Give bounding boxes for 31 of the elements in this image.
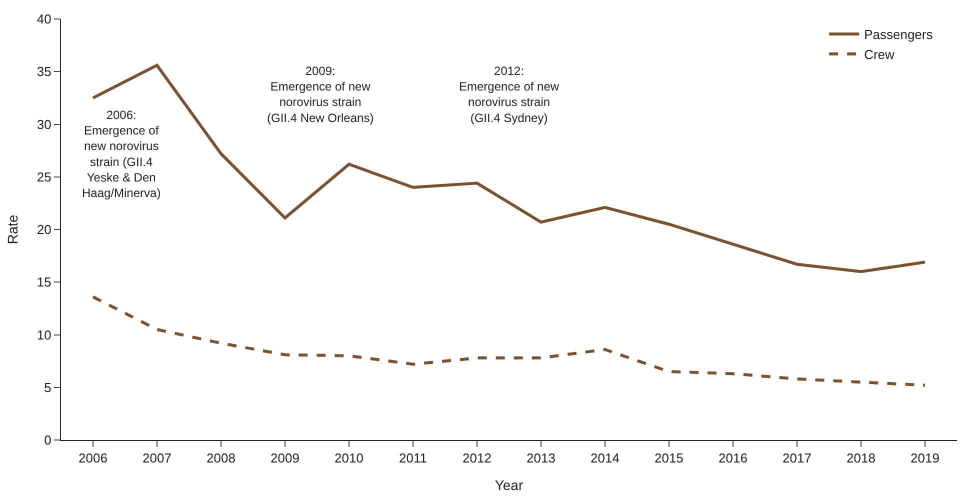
x-tick-label: 2010 bbox=[334, 450, 364, 466]
y-tick-label: 30 bbox=[36, 116, 52, 132]
x-tick-label: 2016 bbox=[718, 450, 748, 466]
y-tick-label: 25 bbox=[36, 169, 52, 184]
y-tick-label: 40 bbox=[36, 12, 52, 27]
line-series bbox=[92, 295, 926, 387]
x-tick-label: 2007 bbox=[142, 450, 172, 466]
y-axis-title: Rate bbox=[4, 214, 21, 244]
annotation: 2009: Emergence of new norovirus strain (GII.4 New Orleans) bbox=[267, 64, 374, 125]
x-tick-label: 2015 bbox=[654, 450, 684, 466]
x-tick-label: 2008 bbox=[206, 450, 236, 466]
x-tick-label: 2011 bbox=[399, 450, 427, 466]
x-tick-label: 2006 bbox=[78, 450, 108, 466]
x-tick-label: 2017 bbox=[782, 450, 812, 466]
y-tick-label: 20 bbox=[36, 222, 52, 238]
legend-label: Passengers bbox=[864, 27, 934, 42]
x-tick-label: 2013 bbox=[526, 450, 556, 466]
y-tick-label: 35 bbox=[36, 64, 52, 80]
x-tick-label: 2012 bbox=[462, 450, 492, 466]
annotation: 2006: Emergence of new norovirus strain (GII.4 Yeske & Den Haag/Minerva) bbox=[82, 108, 161, 200]
y-tick-label: 0 bbox=[44, 432, 52, 448]
legend-label: Crew bbox=[864, 46, 896, 62]
y-tick-label: 15 bbox=[36, 274, 52, 290]
y-tick-label: 10 bbox=[36, 327, 52, 342]
x-tick-label: 2019 bbox=[910, 450, 940, 466]
x-tick-label: 2009 bbox=[270, 450, 300, 466]
annotation: 2012: Emergence of new norovirus strain (GII.4 Sydney) bbox=[459, 64, 560, 125]
x-tick-label: 2014 bbox=[590, 450, 620, 466]
y-tick-label: 5 bbox=[44, 380, 52, 395]
x-tick-label: 2018 bbox=[846, 450, 876, 466]
x-axis-title: Year bbox=[494, 476, 524, 493]
